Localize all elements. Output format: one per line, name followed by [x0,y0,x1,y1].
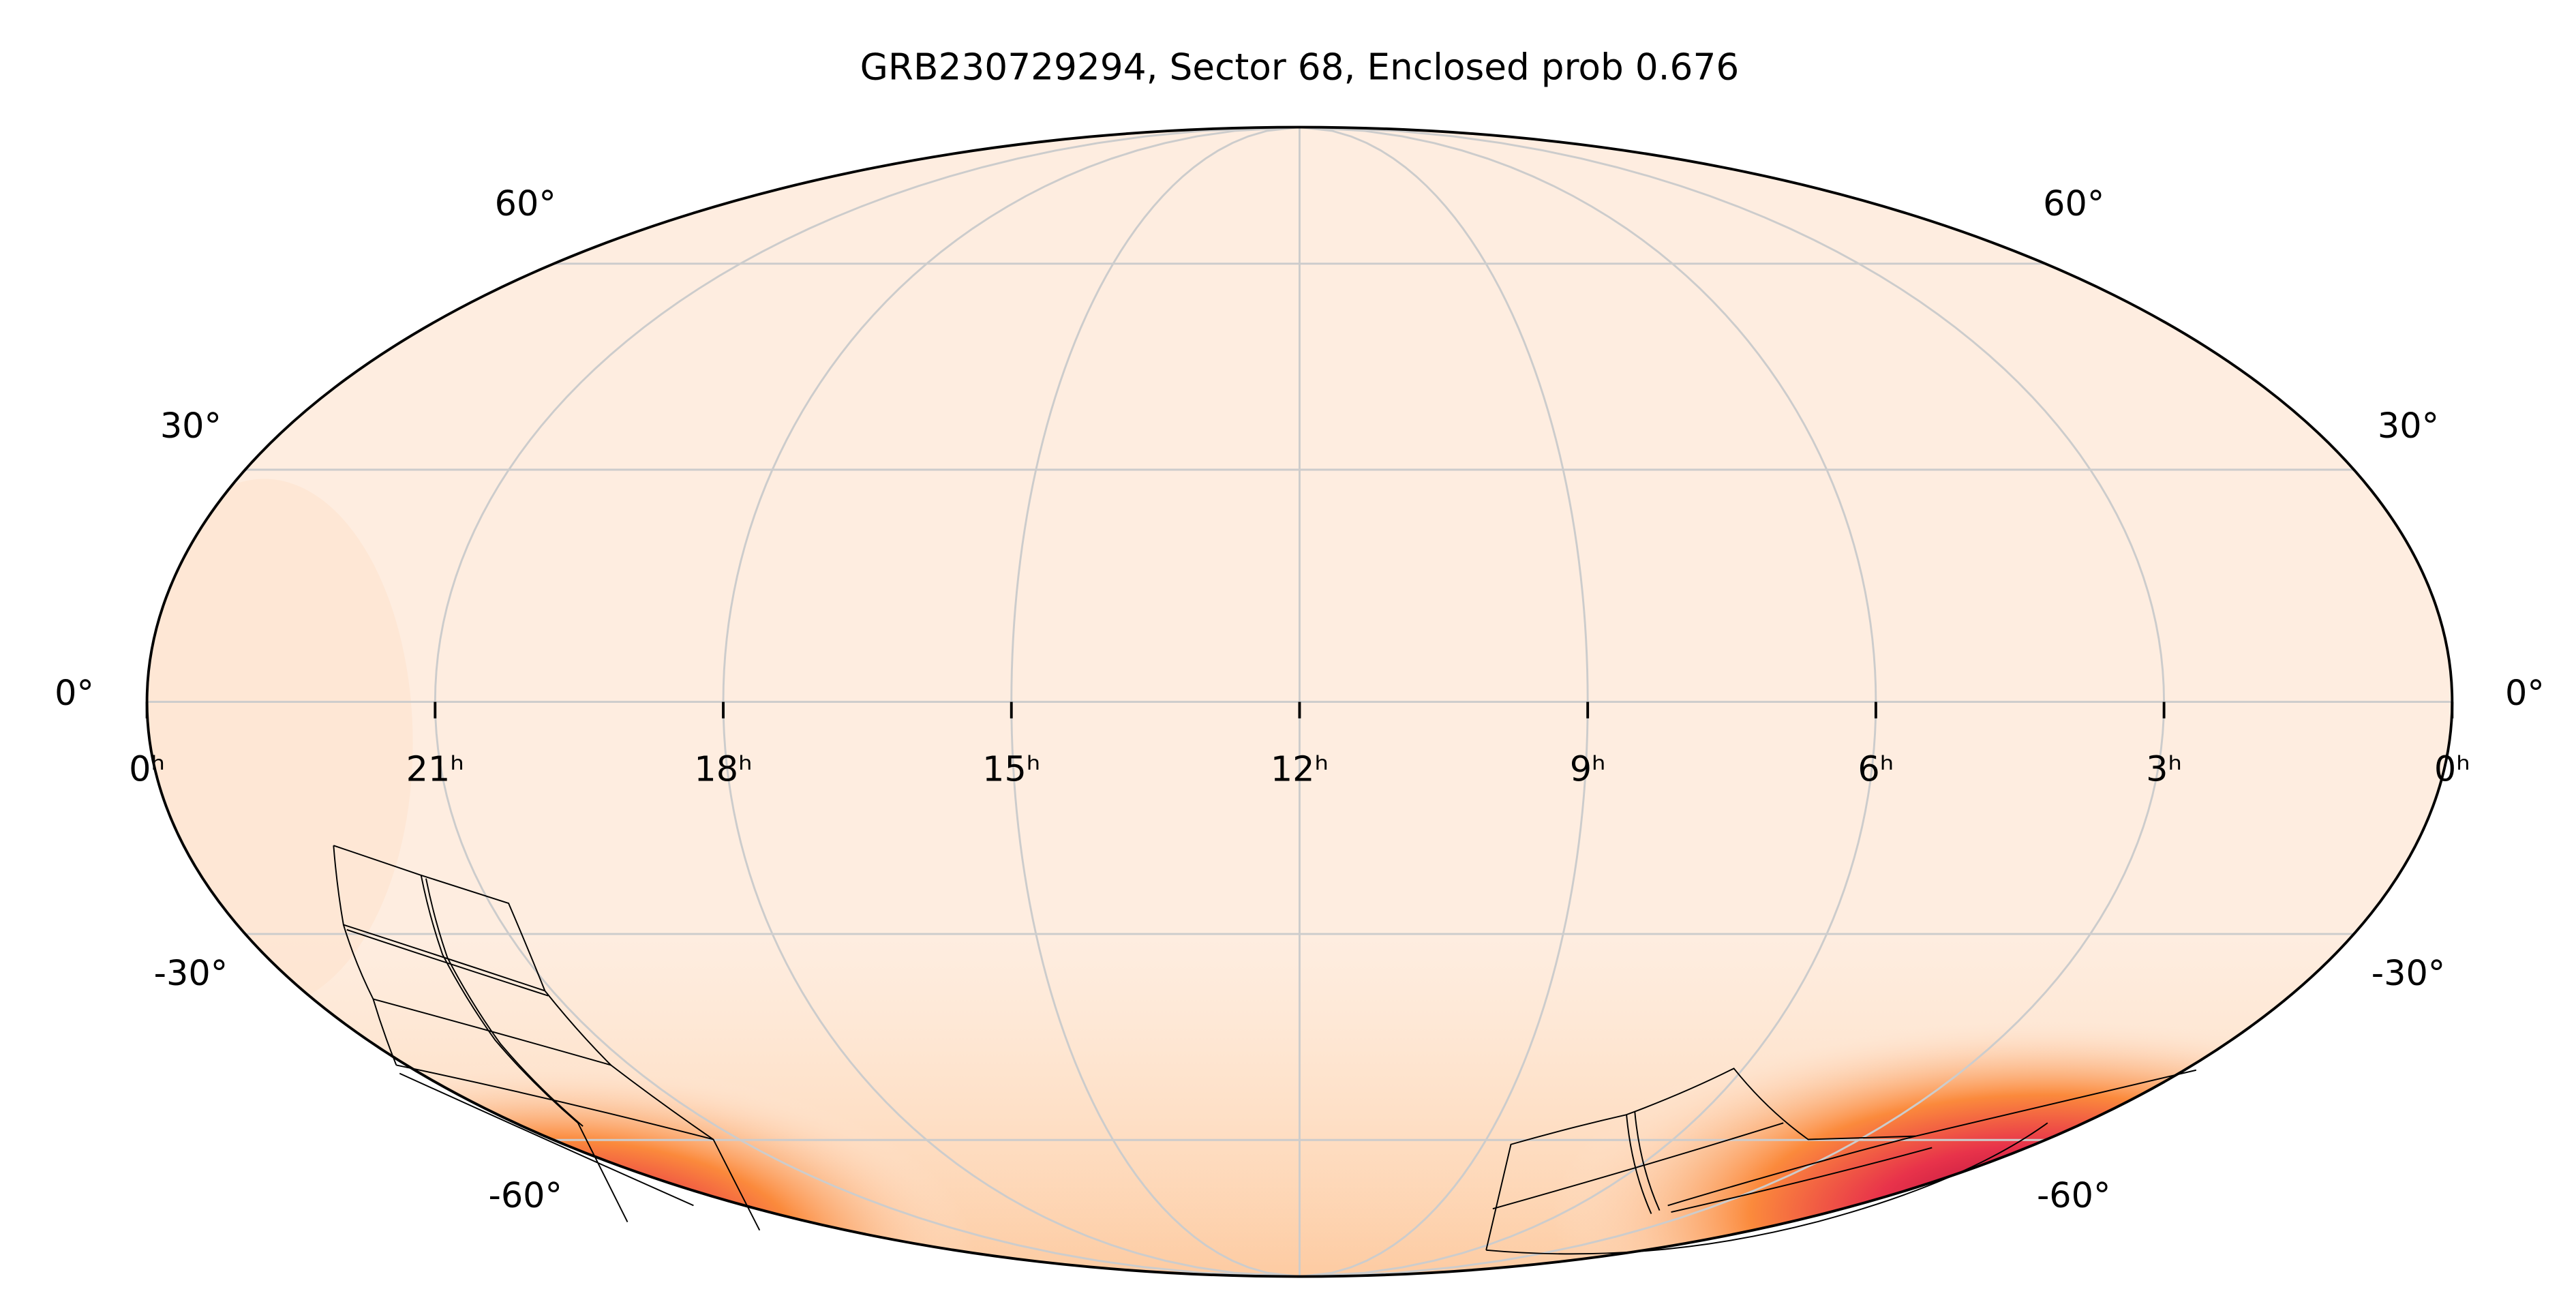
probability-map [147,127,2453,1277]
ra-label: 6ʰ [1858,749,1894,789]
ra-label: 3ʰ [2146,749,2182,789]
dec-label: -30° [2372,953,2446,993]
dec-label: 30° [2378,406,2439,446]
ra-grid-line [434,126,1300,1278]
dec-label: -60° [2037,1175,2111,1215]
ra-grid-line [1299,126,1877,1278]
dec-label: -30° [154,953,228,993]
dec-label: 0° [55,673,94,713]
dec-label: -60° [488,1175,562,1215]
ra-label: 12ʰ [1271,749,1329,789]
ra-label: 21ʰ [406,749,464,789]
dec-label: 60° [2043,183,2104,224]
map-title: GRB230729294, Sector 68, Enclosed prob 0… [860,46,1740,88]
ra-label: 9ʰ [1570,749,1606,789]
tess-footprint [333,845,2197,1255]
dec-label: 30° [160,406,222,446]
map-border [145,125,2454,1278]
ra-label: 15ʰ [982,749,1040,789]
ra-label: 0ʰ [2434,749,2470,789]
ra-label: 18ʰ [694,749,752,789]
dec-label: 0° [2505,673,2545,713]
ra-label: 0ʰ [129,749,165,789]
dec-label: 60° [495,183,556,224]
ra-grid-line [1010,126,1300,1278]
ra-grid-line [1299,126,1589,1278]
ra-grid-line [722,126,1300,1278]
ra-grid-line [1299,126,2166,1278]
